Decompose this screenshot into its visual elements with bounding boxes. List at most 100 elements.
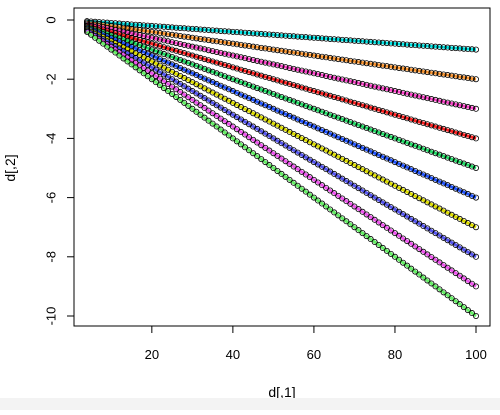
data-point bbox=[213, 123, 220, 130]
data-point bbox=[266, 162, 273, 169]
data-point bbox=[270, 46, 277, 53]
data-point bbox=[420, 120, 427, 127]
data-point bbox=[246, 147, 253, 154]
data-point bbox=[412, 167, 419, 174]
series-line bbox=[86, 23, 477, 140]
data-point bbox=[343, 137, 350, 144]
data-point bbox=[270, 91, 277, 98]
data-point bbox=[290, 163, 297, 170]
data-point bbox=[258, 58, 265, 65]
data-point bbox=[472, 283, 479, 290]
data-point bbox=[440, 98, 447, 105]
data-point bbox=[229, 123, 236, 130]
data-point bbox=[432, 256, 439, 263]
data-point bbox=[351, 120, 358, 127]
data-point bbox=[444, 154, 451, 161]
bottom-strip bbox=[0, 398, 500, 410]
data-point bbox=[254, 153, 261, 160]
data-point bbox=[298, 50, 305, 57]
data-point bbox=[266, 31, 273, 38]
data-point bbox=[359, 208, 366, 215]
data-point bbox=[351, 99, 358, 106]
y-tick-label: -4 bbox=[43, 133, 58, 145]
data-point bbox=[310, 34, 317, 41]
data-point bbox=[294, 33, 301, 40]
data-point bbox=[144, 33, 151, 40]
data-point bbox=[448, 128, 455, 135]
data-point bbox=[347, 98, 354, 105]
data-point bbox=[400, 235, 407, 242]
data-point bbox=[108, 46, 115, 53]
data-point bbox=[319, 90, 326, 97]
data-point bbox=[464, 278, 471, 285]
data-point bbox=[242, 80, 249, 87]
data-point bbox=[217, 115, 224, 122]
data-point bbox=[294, 66, 301, 73]
data-point bbox=[404, 238, 411, 245]
data-point bbox=[233, 65, 240, 72]
data-point bbox=[420, 171, 427, 178]
data-point bbox=[351, 203, 358, 210]
data-point bbox=[173, 93, 180, 100]
data-point bbox=[250, 150, 257, 157]
data-point bbox=[396, 232, 403, 239]
data-point bbox=[242, 144, 249, 151]
data-point bbox=[185, 94, 192, 101]
data-point bbox=[144, 45, 151, 52]
x-axis: 20 40 60 80 100 bbox=[145, 325, 487, 362]
data-point bbox=[201, 46, 208, 53]
data-point bbox=[347, 200, 354, 207]
data-point bbox=[371, 105, 378, 112]
series-layer bbox=[84, 18, 479, 319]
data-point bbox=[225, 132, 232, 139]
data-point bbox=[254, 139, 261, 146]
series-10 bbox=[84, 28, 479, 319]
data-point bbox=[323, 203, 330, 210]
data-point bbox=[347, 37, 354, 44]
data-point bbox=[242, 55, 249, 62]
data-point bbox=[221, 129, 228, 136]
data-point bbox=[456, 159, 463, 166]
data-point bbox=[246, 82, 253, 89]
data-point bbox=[351, 79, 358, 86]
data-point bbox=[472, 224, 479, 231]
data-point bbox=[124, 58, 131, 65]
data-point bbox=[412, 117, 419, 124]
data-point bbox=[391, 135, 398, 142]
series-line bbox=[86, 19, 477, 52]
x-tick-label: 60 bbox=[307, 347, 321, 362]
data-point bbox=[254, 71, 261, 78]
data-point bbox=[128, 25, 135, 32]
data-point bbox=[217, 82, 224, 89]
data-point bbox=[262, 88, 269, 95]
data-point bbox=[306, 104, 313, 111]
data-point bbox=[229, 88, 236, 95]
data-point bbox=[156, 75, 163, 82]
data-point bbox=[286, 160, 293, 167]
data-point bbox=[404, 90, 411, 97]
data-point bbox=[286, 48, 293, 55]
data-point bbox=[262, 159, 269, 166]
data-point bbox=[367, 104, 374, 111]
y-tick-label: -8 bbox=[43, 251, 58, 263]
data-point bbox=[436, 97, 443, 104]
data-point bbox=[379, 62, 386, 69]
data-point bbox=[201, 75, 208, 82]
data-point bbox=[225, 120, 232, 127]
data-point bbox=[262, 31, 269, 38]
data-point bbox=[258, 86, 265, 93]
data-point bbox=[363, 103, 370, 110]
data-point bbox=[185, 25, 192, 32]
data-point bbox=[233, 138, 240, 145]
data-point bbox=[262, 45, 269, 52]
data-point bbox=[347, 119, 354, 126]
data-point bbox=[327, 206, 334, 213]
data-point bbox=[424, 147, 431, 154]
data-point bbox=[343, 97, 350, 104]
data-point bbox=[217, 38, 224, 45]
data-point bbox=[383, 63, 390, 70]
data-point bbox=[400, 41, 407, 48]
data-point bbox=[104, 43, 111, 50]
data-point bbox=[375, 39, 382, 46]
series-4 bbox=[84, 21, 479, 142]
